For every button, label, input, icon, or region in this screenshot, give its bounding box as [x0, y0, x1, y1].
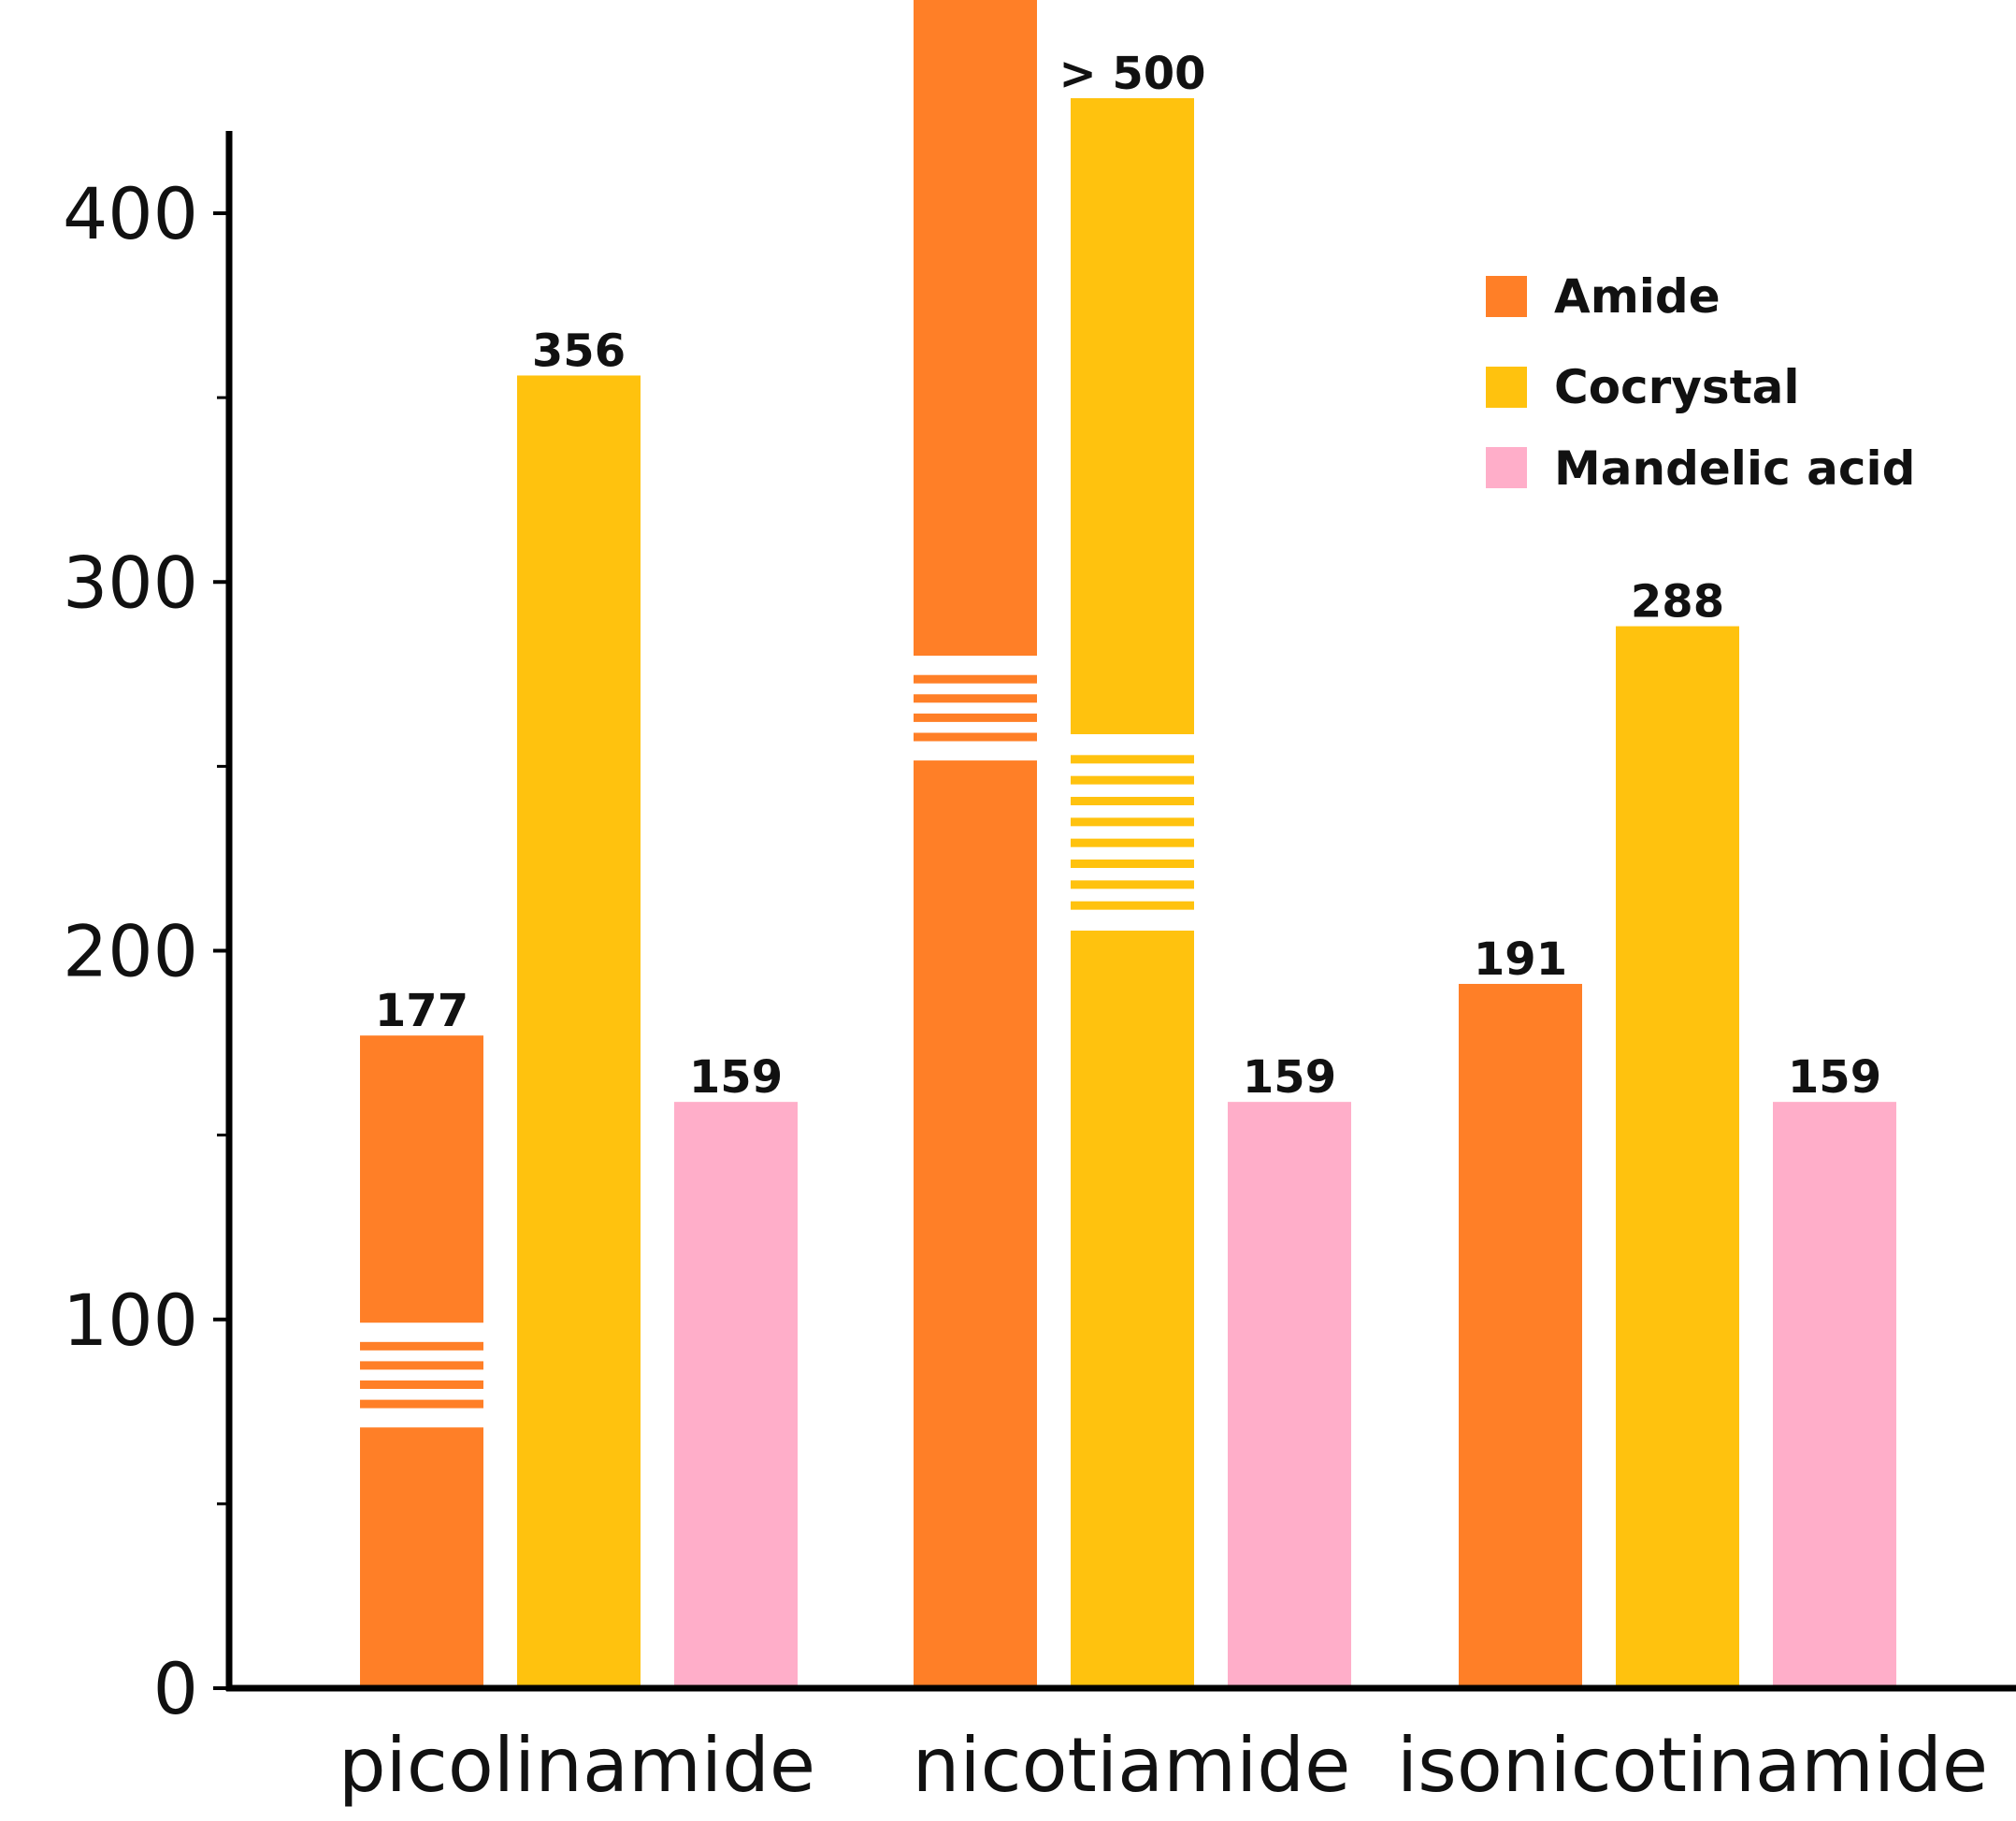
y-tick-label: 0 — [153, 1647, 198, 1730]
bar-mandelic-acid-isonicotinamide — [1773, 1102, 1896, 1688]
axis-break-stripe — [1071, 901, 1194, 910]
x-category-labels: picolinamide nicotiamide isonicotinamide — [338, 1722, 1988, 1809]
legend-swatch-amide — [1486, 276, 1527, 317]
axis-break-stripe — [1071, 755, 1194, 764]
axis-break-stripe — [360, 1399, 483, 1409]
data-label-cocrystal-picolinamide: 356 — [532, 325, 626, 377]
y-tick-label: 300 — [63, 541, 198, 624]
bar-mandelic-acid-nicotiamide — [1228, 1102, 1351, 1688]
y-tick-label: 400 — [63, 172, 198, 255]
axis-break-gap — [1068, 734, 1197, 931]
axis-break-gap — [357, 1322, 486, 1428]
bar-cocrystal-isonicotinamide — [1616, 626, 1739, 1688]
axis-break-stripe — [914, 694, 1037, 703]
bar-cocrystal-picolinamide — [517, 375, 641, 1689]
axis-break-stripe — [1071, 797, 1194, 805]
data-label-amide-isonicotinamide: 191 — [1474, 933, 1567, 986]
axis-break-stripe — [1071, 880, 1194, 889]
axis-break-stripe — [914, 674, 1037, 684]
category-label-isonicotinamide: isonicotinamide — [1397, 1722, 1988, 1809]
data-label-mandelic-acid-nicotiamide: 159 — [1243, 1051, 1336, 1104]
data-label-cocrystal-isonicotinamide: 288 — [1631, 576, 1724, 629]
legend-label-cocrystal: Cocrystal — [1554, 360, 1799, 414]
bar-mandelic-acid-picolinamide — [674, 1102, 798, 1688]
legend-swatch-cocrystal — [1486, 367, 1527, 408]
bar-amide-nicotiamide — [914, 0, 1037, 1688]
axis-break-stripe — [1071, 817, 1194, 827]
axis-break-stripe — [1071, 860, 1194, 868]
bar-amide-isonicotinamide — [1459, 983, 1582, 1688]
axis-break-stripe — [360, 1341, 483, 1351]
axis-break-stripe — [914, 732, 1037, 742]
axis-break-gap — [911, 656, 1040, 761]
legend: Amide Cocrystal Mandelic acid — [1486, 269, 1915, 496]
legend-label-mandelic-acid: Mandelic acid — [1554, 441, 1915, 496]
axis-break-stripe — [914, 713, 1037, 722]
data-label-amide-picolinamide: 177 — [375, 985, 468, 1037]
bars-layer — [357, 0, 1896, 1689]
data-label-cocrystal-nicotiamide: > 500 — [1058, 48, 1205, 100]
data-label-mandelic-acid-isonicotinamide: 159 — [1788, 1051, 1881, 1104]
y-tick-label: 200 — [63, 910, 198, 993]
legend-label-amide: Amide — [1554, 269, 1721, 324]
axis-break-stripe — [360, 1380, 483, 1390]
category-label-nicotiamide: nicotiamide — [913, 1722, 1351, 1809]
legend-swatch-mandelic-acid — [1486, 447, 1527, 488]
category-label-picolinamide: picolinamide — [338, 1722, 815, 1809]
data-label-mandelic-acid-picolinamide: 159 — [689, 1051, 783, 1104]
y-tick-label: 100 — [63, 1279, 198, 1362]
axis-break-stripe — [1071, 775, 1194, 785]
y-ticks: 0 100 200 300 400 — [63, 172, 230, 1730]
axis-break-stripe — [360, 1361, 483, 1370]
axes-layer — [225, 131, 2016, 1692]
axis-break-stripe — [1071, 838, 1194, 847]
